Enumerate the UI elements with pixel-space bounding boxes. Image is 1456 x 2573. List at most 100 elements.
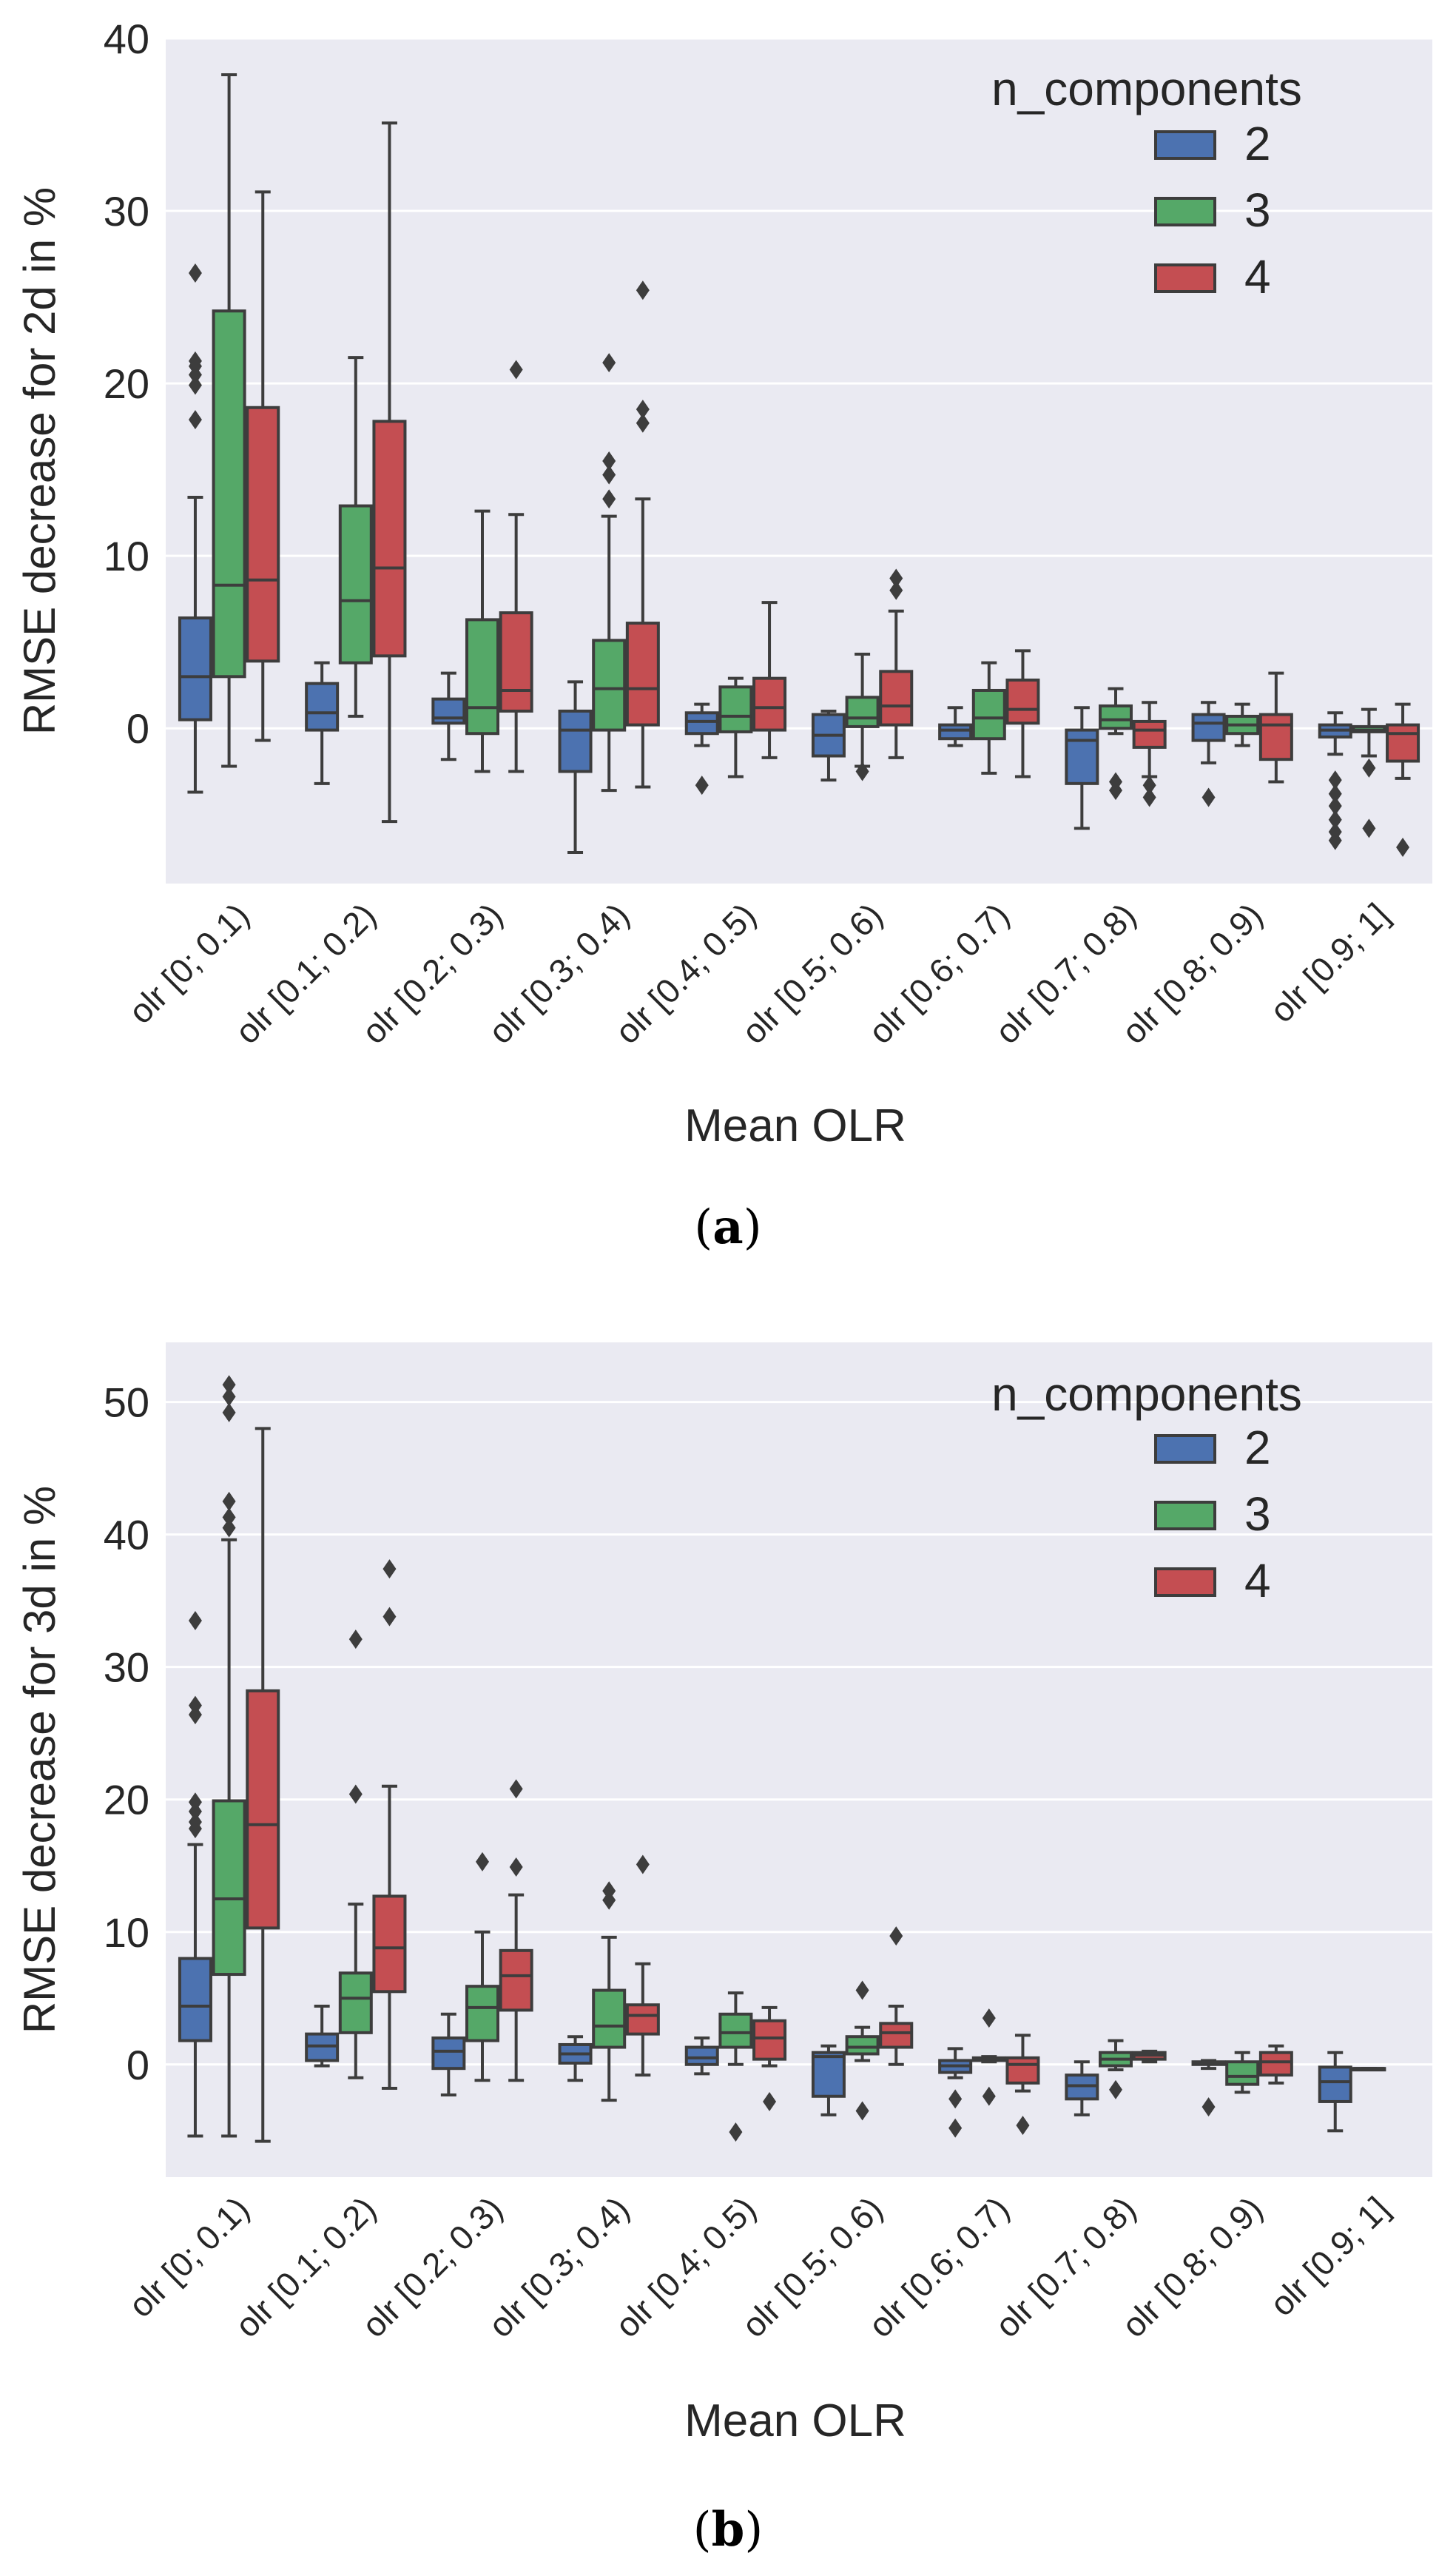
legend-entry-label: 2 bbox=[1244, 117, 1271, 170]
box-series-2 bbox=[938, 723, 973, 741]
outlier-point bbox=[889, 1926, 903, 1946]
box-series-2 bbox=[305, 682, 340, 732]
outlier-point bbox=[1201, 787, 1216, 807]
x-tick-labels: olr [0; 0.1)olr [0.1; 0.2)olr [0.2; 0.3)… bbox=[121, 895, 1396, 1051]
outlier-point bbox=[188, 1695, 202, 1715]
outlier-point bbox=[982, 2008, 996, 2028]
box-series-4 bbox=[499, 611, 533, 713]
legend-entry-label: 4 bbox=[1244, 250, 1271, 303]
legend-title: n_components bbox=[991, 1368, 1302, 1421]
box-series-3 bbox=[212, 309, 246, 679]
outlier-point bbox=[695, 776, 709, 796]
outlier-point bbox=[222, 1518, 236, 1538]
outlier-point bbox=[382, 1559, 397, 1579]
box-series-4 bbox=[879, 670, 914, 727]
y-tick-label: 0 bbox=[127, 705, 149, 752]
y-tick-label: 50 bbox=[104, 1379, 149, 1426]
boxplots bbox=[178, 73, 1420, 858]
caption-b: (b) bbox=[693, 2502, 764, 2557]
outlier-point bbox=[1328, 796, 1342, 816]
outlier-point bbox=[855, 1980, 869, 2000]
y-axis-label: RMSE decrease for 3d in % bbox=[15, 1486, 64, 2034]
y-tick-label: 40 bbox=[104, 1512, 149, 1558]
x-axis-label: Mean OLR bbox=[684, 2395, 906, 2446]
box-series-2 bbox=[1191, 713, 1226, 742]
y-tick-label: 30 bbox=[104, 1644, 149, 1691]
legend-swatch bbox=[1154, 1434, 1216, 1464]
legend-title: n_components bbox=[991, 62, 1302, 115]
box-series-4 bbox=[625, 622, 660, 727]
boxplots bbox=[178, 1375, 1386, 2143]
panel-b: 0 10 20 30 40 50 olr [0; 0.1)olr [0.1; 0.2)ol… bbox=[15, 1342, 1432, 2557]
outlier-point bbox=[188, 375, 202, 395]
box-series-2 bbox=[178, 616, 212, 722]
box-series-3 bbox=[465, 1985, 500, 2042]
x-tick-label: olr [0.9; 1] bbox=[1262, 2189, 1396, 2323]
box-series-2 bbox=[178, 1957, 212, 2042]
legend: n_components 2 3 4 bbox=[991, 1368, 1302, 1607]
legend-swatch bbox=[1154, 1501, 1216, 1530]
legend-entry-label: 3 bbox=[1244, 1487, 1271, 1541]
outlier-point bbox=[188, 263, 202, 283]
outlier-point bbox=[1362, 758, 1376, 778]
outlier-point bbox=[1328, 770, 1342, 790]
box-series-3 bbox=[592, 1988, 627, 2049]
outlier-point bbox=[948, 2089, 963, 2109]
box-series-2 bbox=[558, 709, 593, 773]
box-series-3 bbox=[845, 2035, 880, 2056]
outlier-point bbox=[1362, 818, 1376, 838]
y-tick-label: 30 bbox=[104, 188, 149, 235]
outlier-point bbox=[636, 280, 650, 300]
outlier-point bbox=[1201, 2097, 1216, 2117]
box-series-4 bbox=[372, 1894, 407, 1994]
outlier-point bbox=[1142, 776, 1156, 796]
outlier-point bbox=[1142, 787, 1156, 807]
box-series-4 bbox=[1005, 678, 1040, 725]
box-series-2 bbox=[811, 2051, 846, 2098]
box-series-4 bbox=[1258, 713, 1293, 761]
outlier-point bbox=[348, 1784, 363, 1804]
box-series-3 bbox=[718, 685, 753, 733]
plot-area bbox=[166, 1342, 1432, 2177]
y-tick-label: 10 bbox=[104, 533, 149, 579]
box-series-3 bbox=[1225, 2060, 1260, 2086]
outlier-point bbox=[636, 1854, 650, 1874]
outlier-point bbox=[602, 489, 616, 509]
box-series-4 bbox=[879, 2022, 914, 2049]
outlier-point bbox=[1328, 830, 1342, 850]
box-series-2 bbox=[1318, 2065, 1352, 2103]
outlier-point bbox=[602, 1881, 616, 1901]
y-tick-label: 0 bbox=[127, 2042, 149, 2088]
box-series-4 bbox=[752, 2019, 787, 2061]
box-series-3 bbox=[338, 1971, 373, 2034]
outlier-point bbox=[763, 2091, 777, 2111]
y-tick-label: 10 bbox=[104, 1909, 149, 1956]
box-series-4 bbox=[1005, 2056, 1040, 2085]
x-axis-label: Mean OLR bbox=[684, 1100, 906, 1151]
box-series-3 bbox=[845, 696, 880, 728]
outlier-point bbox=[509, 1779, 523, 1799]
outlier-point bbox=[889, 568, 903, 588]
legend-swatch bbox=[1154, 263, 1216, 293]
outlier-point bbox=[855, 761, 869, 781]
box-series-4 bbox=[246, 1689, 280, 1930]
y-tick-labels: 0 10 20 30 40 bbox=[104, 16, 149, 752]
box-series-3 bbox=[212, 1799, 246, 1977]
outlier-point bbox=[188, 1611, 202, 1630]
x-tick-labels: olr [0; 0.1)olr [0.1; 0.2)olr [0.2; 0.3)… bbox=[121, 2189, 1396, 2344]
outlier-point bbox=[509, 360, 523, 380]
box-series-4 bbox=[1132, 719, 1167, 749]
outlier-point bbox=[602, 451, 616, 471]
outlier-point bbox=[1109, 2079, 1122, 2099]
outlier-point bbox=[602, 353, 616, 373]
outlier-point bbox=[382, 1607, 397, 1627]
y-tick-label: 20 bbox=[104, 1777, 149, 1823]
outlier-point bbox=[1016, 2116, 1030, 2136]
caption-a: (a) bbox=[694, 1200, 761, 1255]
outlier-point bbox=[729, 2122, 743, 2142]
box-series-4 bbox=[625, 2003, 660, 2036]
y-tick-label: 20 bbox=[104, 360, 149, 407]
outlier-point bbox=[222, 1387, 236, 1407]
outlier-point bbox=[982, 2086, 996, 2106]
